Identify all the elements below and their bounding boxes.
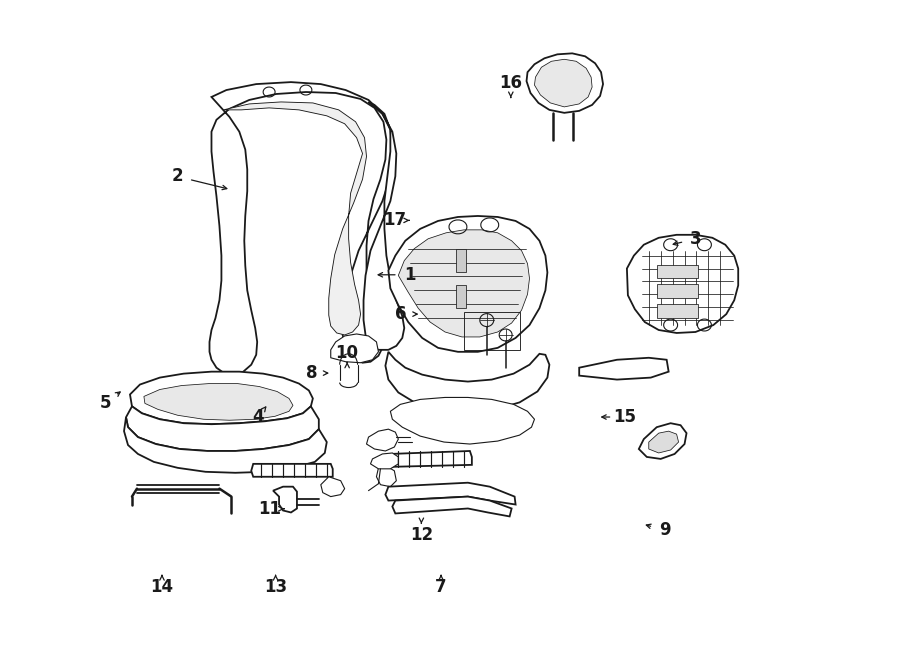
- Polygon shape: [371, 453, 399, 469]
- Polygon shape: [124, 417, 327, 473]
- Text: 14: 14: [150, 578, 174, 596]
- Polygon shape: [385, 483, 516, 504]
- Polygon shape: [657, 304, 698, 318]
- Text: 12: 12: [410, 526, 433, 544]
- Polygon shape: [385, 352, 549, 412]
- Text: 10: 10: [336, 344, 358, 362]
- Polygon shape: [320, 477, 345, 496]
- Polygon shape: [657, 284, 698, 298]
- Text: 4: 4: [252, 408, 264, 426]
- Text: 17: 17: [383, 212, 406, 229]
- Polygon shape: [657, 264, 698, 278]
- Polygon shape: [456, 286, 466, 308]
- Text: 5: 5: [100, 393, 112, 412]
- Text: 1: 1: [404, 266, 416, 284]
- Text: 15: 15: [613, 408, 636, 426]
- Text: 6: 6: [395, 305, 407, 323]
- Polygon shape: [366, 429, 399, 451]
- Polygon shape: [627, 235, 738, 333]
- Text: 8: 8: [306, 364, 317, 382]
- Polygon shape: [392, 496, 511, 516]
- Polygon shape: [526, 54, 603, 113]
- Polygon shape: [639, 423, 687, 459]
- Text: 2: 2: [171, 167, 183, 186]
- Polygon shape: [251, 464, 333, 477]
- Polygon shape: [210, 82, 392, 375]
- Polygon shape: [144, 383, 293, 420]
- Polygon shape: [399, 230, 529, 337]
- Polygon shape: [273, 486, 297, 512]
- Polygon shape: [649, 431, 679, 453]
- Polygon shape: [389, 451, 472, 467]
- Polygon shape: [391, 397, 535, 444]
- Text: 11: 11: [257, 500, 281, 518]
- Polygon shape: [130, 371, 313, 424]
- Polygon shape: [456, 249, 466, 272]
- Text: 13: 13: [264, 578, 287, 596]
- Polygon shape: [580, 358, 669, 379]
- Polygon shape: [376, 465, 396, 486]
- Text: 16: 16: [500, 74, 522, 92]
- Polygon shape: [535, 59, 592, 107]
- Text: 7: 7: [436, 578, 447, 596]
- Polygon shape: [223, 102, 366, 335]
- Polygon shape: [389, 216, 547, 352]
- Text: 3: 3: [690, 230, 702, 248]
- Text: 9: 9: [659, 522, 670, 539]
- Polygon shape: [364, 102, 404, 350]
- Polygon shape: [126, 407, 319, 451]
- Polygon shape: [330, 334, 378, 363]
